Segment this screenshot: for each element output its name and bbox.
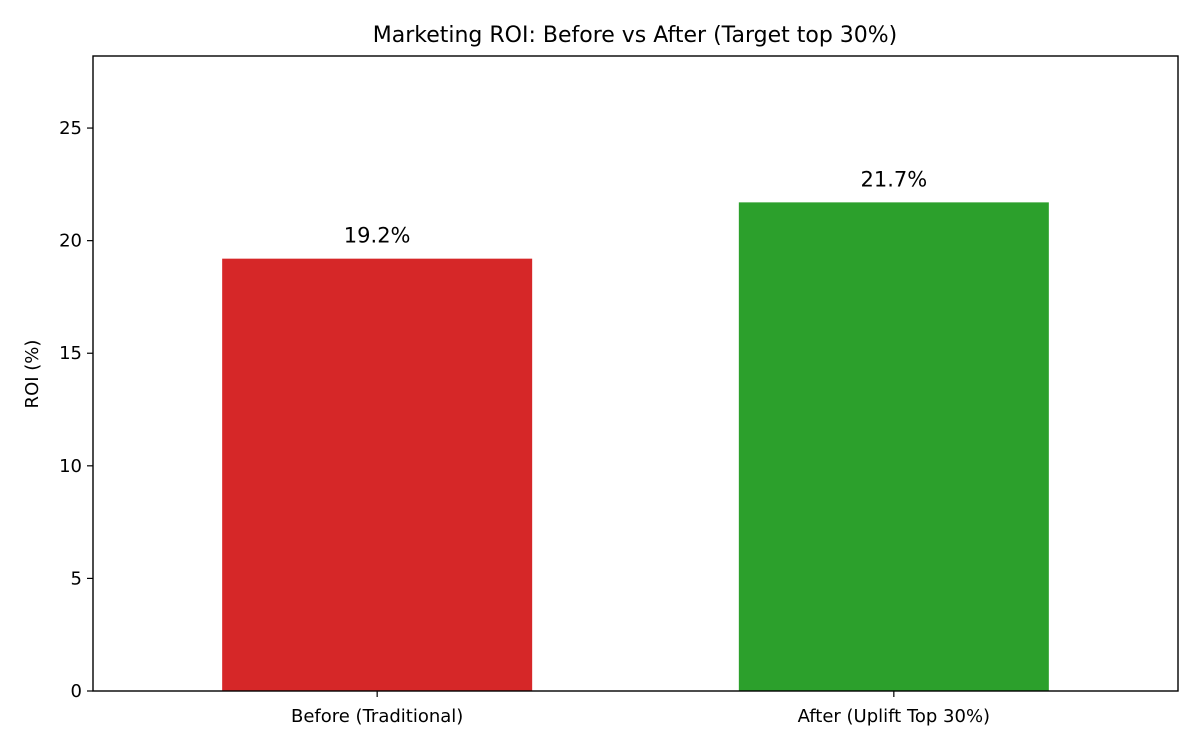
x-tick-label: After (Uplift Top 30%) xyxy=(798,706,991,727)
y-axis-title: ROI (%) xyxy=(22,340,43,409)
data-labels-layer: 19.2% 21.7% xyxy=(344,167,927,247)
bar xyxy=(738,202,1049,692)
y-tick-label: 10 xyxy=(59,456,82,477)
y-tick-label: 20 xyxy=(59,231,82,252)
chart-title: Marketing ROI: Before vs After (Target t… xyxy=(373,23,898,48)
bar-value-label: 19.2% xyxy=(344,224,411,248)
y-tick-label: 15 xyxy=(59,343,82,364)
y-axis: 0 5 10 15 20 25 xyxy=(59,118,93,702)
bars-layer xyxy=(222,202,1049,692)
plot-area-frame xyxy=(92,55,1179,692)
x-tick-label: Before (Traditional) xyxy=(291,706,463,727)
x-axis: Before (Traditional) After (Uplift Top 30… xyxy=(291,691,990,727)
bar xyxy=(222,258,533,691)
y-tick-label: 0 xyxy=(71,681,82,702)
bar-value-label: 21.7% xyxy=(860,167,927,191)
y-tick-label: 25 xyxy=(59,118,82,139)
y-tick-label: 5 xyxy=(71,568,82,589)
